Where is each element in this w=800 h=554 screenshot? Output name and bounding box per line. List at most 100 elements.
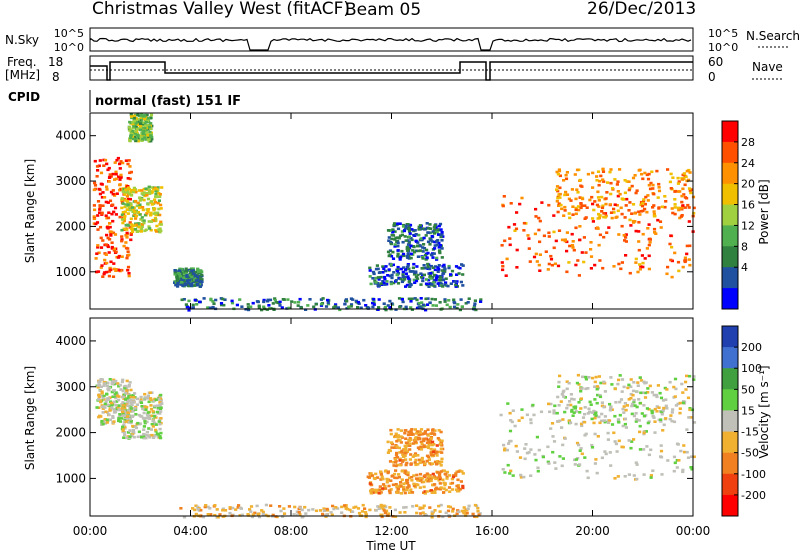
- velocity-cell: [385, 509, 389, 513]
- power-cell: [188, 306, 192, 310]
- velocity-cell: [659, 449, 664, 453]
- velocity-cell: [129, 388, 133, 392]
- power-cell: [565, 270, 569, 274]
- velocity-cell: [403, 511, 407, 514]
- power-cell: [138, 223, 142, 226]
- velocity-cell: [569, 421, 573, 424]
- velocity-cell: [531, 403, 535, 407]
- velocity-cell: [386, 471, 390, 475]
- power-cell: [549, 254, 553, 258]
- power-cell: [121, 161, 125, 165]
- power-cell: [624, 240, 628, 243]
- velocity-cell: [673, 377, 678, 381]
- power-cell: [319, 304, 324, 307]
- power-cell: [396, 255, 400, 258]
- velocity-cell: [430, 443, 434, 447]
- power-colorbar-tick-label: 20: [741, 178, 755, 191]
- velocity-cell: [329, 511, 333, 514]
- power-cell: [534, 207, 538, 211]
- power-cell: [193, 274, 197, 277]
- velocity-cell: [133, 407, 137, 410]
- power-cell: [220, 303, 224, 307]
- power-cell: [108, 222, 112, 225]
- power-cell: [188, 279, 192, 282]
- power-cell: [573, 173, 577, 176]
- power-cell: [190, 275, 194, 279]
- power-cell: [390, 233, 394, 237]
- velocity-cell: [510, 420, 514, 424]
- power-colorbar-swatch: [722, 246, 738, 268]
- power-cell: [580, 204, 584, 207]
- power-cell: [653, 231, 657, 234]
- power-cell: [430, 297, 434, 301]
- velocity-cell: [629, 396, 633, 400]
- velocity-cell: [155, 432, 159, 436]
- velocity-cell: [551, 450, 555, 454]
- power-cell: [443, 300, 447, 303]
- power-cell: [647, 254, 651, 258]
- power-cell: [578, 196, 582, 199]
- velocity-cell: [159, 398, 163, 402]
- power-cell: [184, 283, 188, 287]
- velocity-cell: [303, 505, 307, 509]
- velocity-cell: [364, 513, 368, 517]
- velocity-cell: [595, 401, 599, 405]
- velocity-cell: [674, 387, 678, 391]
- velocity-cell: [394, 435, 399, 438]
- velocity-cell: [416, 479, 420, 482]
- power-cell: [507, 225, 511, 229]
- power-cell: [441, 235, 445, 238]
- power-cell: [181, 284, 185, 288]
- power-cell: [93, 181, 97, 185]
- velocity-cell: [425, 472, 429, 475]
- velocity-cell: [419, 448, 424, 451]
- velocity-cell: [102, 384, 106, 387]
- power-cell: [577, 208, 581, 212]
- power-cell: [122, 227, 126, 231]
- velocity-cell: [569, 393, 573, 396]
- velocity-cell: [104, 400, 108, 403]
- power-cell: [156, 211, 160, 215]
- velocity-cell: [455, 512, 459, 515]
- power-cell: [271, 302, 275, 305]
- velocity-cell: [421, 506, 425, 510]
- power-cell: [112, 249, 116, 252]
- power-cell: [141, 137, 145, 141]
- velocity-cell: [106, 381, 110, 385]
- velocity-cell: [635, 463, 639, 466]
- power-cell: [595, 179, 599, 182]
- velocity-cell: [426, 434, 430, 437]
- power-cell: [114, 213, 118, 216]
- power-cell: [436, 266, 440, 269]
- velocity-cell: [583, 420, 587, 424]
- velocity-cell: [415, 432, 419, 435]
- velocity-cell: [158, 401, 162, 404]
- velocity-cell: [133, 425, 137, 428]
- power-cell: [383, 277, 387, 281]
- power-cell: [556, 264, 561, 268]
- power-cell: [637, 210, 641, 214]
- velocity-cell: [98, 380, 102, 383]
- velocity-cell: [503, 447, 507, 450]
- velocity-cell: [649, 474, 653, 477]
- velocity-cell: [137, 430, 141, 434]
- power-cell: [571, 213, 575, 216]
- velocity-cell: [580, 424, 584, 428]
- power-cell: [136, 118, 140, 121]
- power-cell: [413, 281, 417, 284]
- power-cell: [154, 192, 158, 196]
- power-cell: [600, 195, 604, 199]
- power-cell: [593, 263, 597, 267]
- power-cell: [147, 185, 151, 189]
- velocity-cell: [685, 450, 689, 454]
- power-cell: [389, 254, 394, 258]
- power-cell: [556, 172, 560, 176]
- velocity-cell: [203, 505, 207, 509]
- power-cell: [687, 206, 691, 209]
- power-cell: [423, 228, 427, 231]
- velocity-cell: [416, 463, 420, 466]
- power-cell: [638, 263, 642, 266]
- velocity-cell: [206, 513, 210, 516]
- velocity-cell: [565, 387, 569, 391]
- velocity-cell: [423, 462, 427, 466]
